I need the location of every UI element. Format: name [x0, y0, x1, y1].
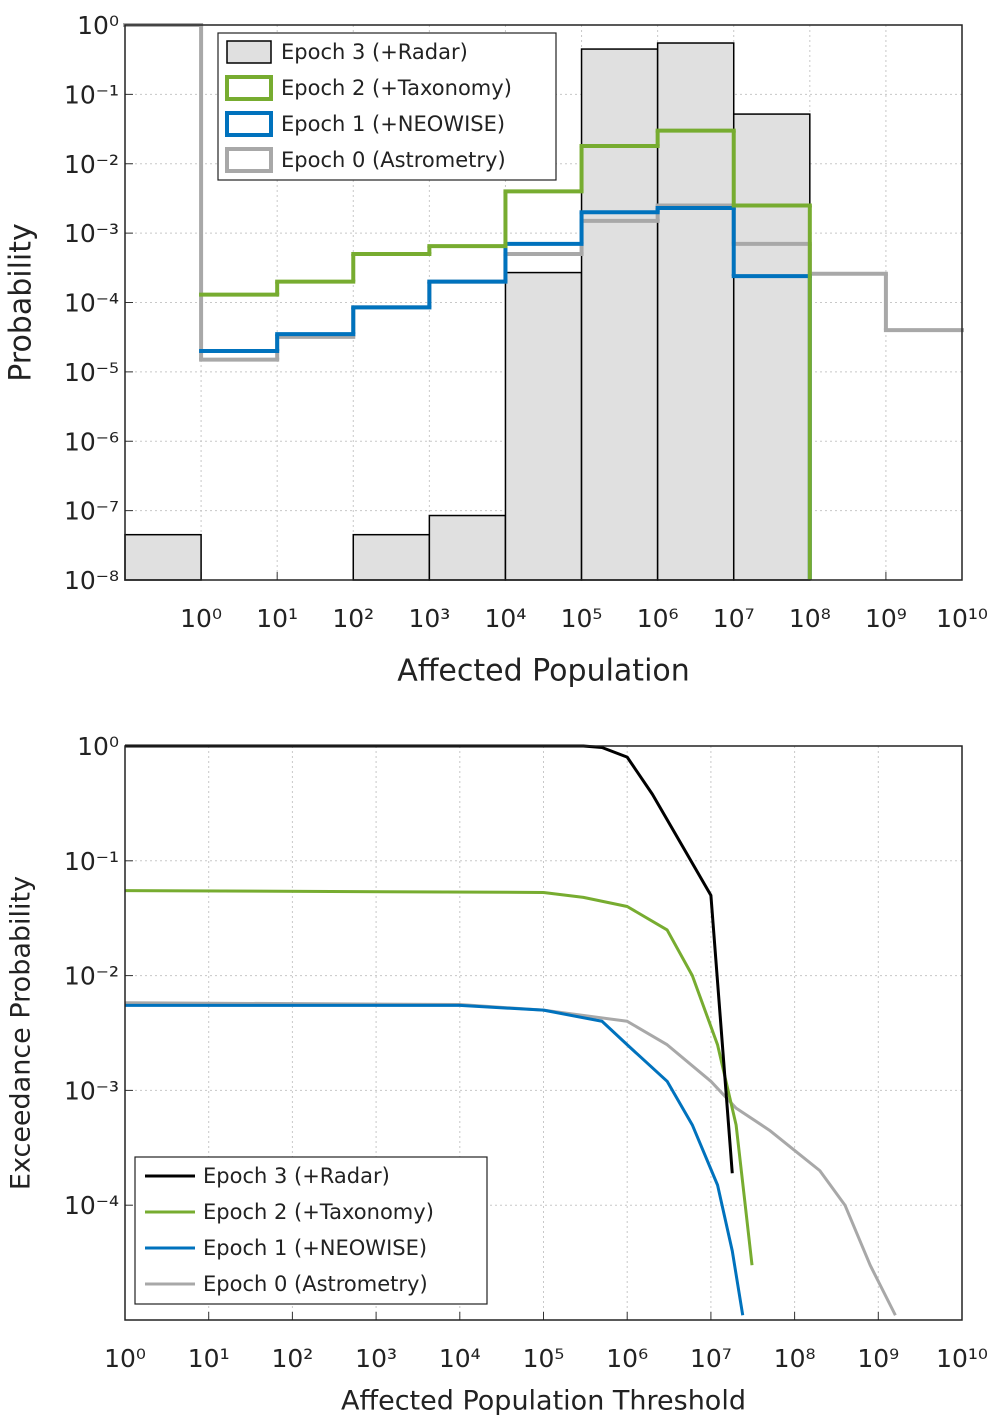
axes-frame: [124, 24, 963, 581]
line: [125, 1003, 745, 1316]
x-tick-label: 10⁴: [485, 604, 527, 633]
y-tick-label: 10⁻⁶: [64, 427, 119, 456]
legend-label: Epoch 3 (+Radar): [281, 40, 468, 64]
y-tick-label: 10⁻¹: [64, 847, 119, 876]
x-tick-label: 10¹: [188, 1344, 230, 1373]
y-tick-label: 10⁻⁸: [64, 566, 119, 595]
y-tick-label: 10⁰: [77, 11, 119, 40]
x-tick-label: 10⁸: [789, 604, 831, 633]
x-tick-label: 10¹⁰: [936, 1344, 988, 1373]
y-tick-label: 10⁻²: [64, 962, 119, 991]
bar: [352, 533, 431, 581]
y-tick-label: 10⁻²: [64, 150, 119, 179]
axes-frame: [124, 745, 963, 1321]
y-tick-label: 10⁻⁴: [64, 289, 119, 318]
y-tick-label: 10⁻⁵: [64, 358, 119, 387]
x-tick-label: 10²: [332, 604, 374, 633]
legend-label: Epoch 1 (+NEOWISE): [203, 1236, 427, 1260]
legend-label: Epoch 0 (Astrometry): [281, 148, 506, 172]
line: [124, 889, 754, 1266]
bar: [580, 48, 659, 581]
legend-label: Epoch 2 (+Taxonomy): [281, 76, 512, 100]
x-tick-label: 10³: [408, 604, 450, 633]
bar: [732, 113, 811, 581]
x-tick-label: 10⁸: [774, 1344, 816, 1373]
x-tick-label: 10²: [271, 1344, 313, 1373]
x-tick-label: 10¹: [256, 604, 298, 633]
x-tick-label: 10⁰: [104, 1344, 146, 1373]
x-axis-label: Affected Population Threshold: [341, 1386, 746, 1417]
x-tick-label: 10⁹: [857, 1344, 899, 1373]
x-tick-label: 10⁷: [690, 1344, 732, 1373]
y-tick-label: 10⁰: [77, 732, 119, 761]
y-axis-label: Probability: [4, 223, 39, 382]
y-tick-label: 10⁻¹: [64, 80, 119, 109]
x-tick-label: 10⁴: [439, 1344, 481, 1373]
x-tick-label: 10⁷: [713, 604, 755, 633]
bar: [656, 42, 735, 581]
y-tick-label: 10⁻⁴: [64, 1191, 119, 1220]
x-tick-label: 10⁰: [180, 604, 222, 633]
y-tick-label: 10⁻³: [64, 1076, 119, 1105]
x-tick-label: 10⁶: [637, 604, 679, 633]
bar: [504, 271, 583, 581]
legend-swatch: [225, 111, 273, 137]
x-tick-label: 10⁵: [523, 1344, 565, 1373]
y-tick-label: 10⁻⁷: [64, 497, 119, 526]
x-axis-label: Affected Population: [397, 654, 690, 689]
legend-label: Epoch 0 (Astrometry): [203, 1272, 428, 1296]
x-tick-label: 10⁵: [561, 604, 603, 633]
legend: [134, 1156, 488, 1305]
y-axis-label: Exceedance Probability: [6, 876, 37, 1190]
legend-label: Epoch 3 (+Radar): [203, 1164, 390, 1188]
x-tick-label: 10³: [355, 1344, 397, 1373]
legend-swatch: [226, 40, 272, 64]
legend-swatch: [225, 75, 273, 101]
bar: [428, 514, 507, 581]
legend: [217, 32, 557, 181]
legend-label: Epoch 2 (+Taxonomy): [203, 1200, 434, 1224]
legend-label: Epoch 1 (+NEOWISE): [281, 112, 505, 136]
x-tick-label: 10¹⁰: [936, 604, 988, 633]
bar: [124, 533, 202, 581]
y-tick-label: 10⁻³: [64, 219, 119, 248]
legend-swatch: [225, 147, 273, 173]
x-tick-label: 10⁶: [606, 1344, 648, 1373]
x-tick-label: 10⁹: [865, 604, 907, 633]
